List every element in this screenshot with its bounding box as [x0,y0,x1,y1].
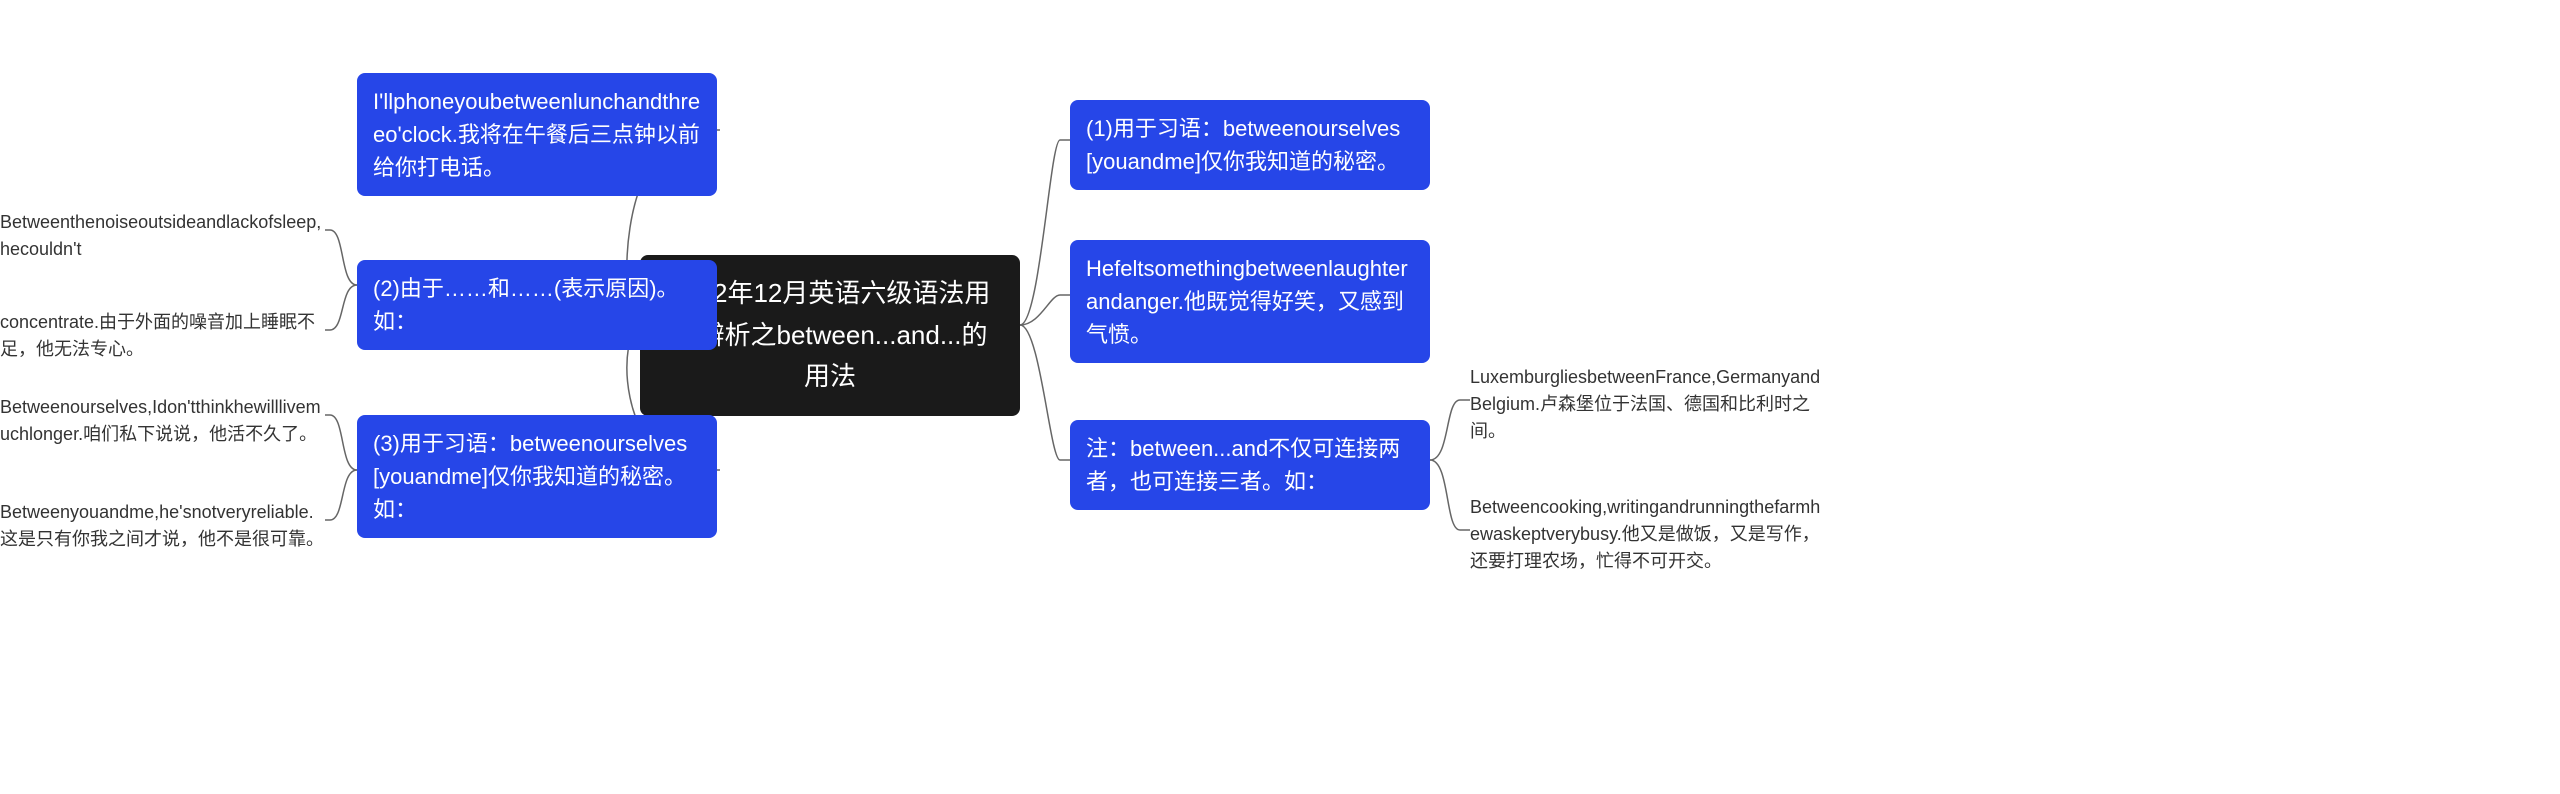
left3-child-1: Betweenyouandme,he'snotveryreliable.这是只有… [0,495,330,557]
right-node-2: Hefeltsomethingbetweenlaughterandanger.他… [1070,240,1430,363]
left2-child-0: Betweenthenoiseoutsideandlackofsleep,hec… [0,205,330,267]
right-node-1: (1)用于习语：betweenourselves[youandme]仅你我知道的… [1070,100,1430,190]
right3-child-1: Betweencooking,writingandrunningthefarmh… [1470,490,1830,579]
right3-child-0: LuxemburgliesbetweenFrance,GermanyandBel… [1470,360,1830,449]
mindmap-container: 2022年12月英语六级语法用法辨析之between...and...的用法 I… [0,0,2560,794]
left3-child-0: Betweenourselves,Idon'tthinkhewilllivemu… [0,390,330,452]
left-node-1: I'llphoneyoubetweenlunchandthreeo'clock.… [357,73,717,196]
left-node-3: (3)用于习语：betweenourselves[youandme]仅你我知道的… [357,415,717,538]
right-node-3: 注：between...and不仅可连接两者，也可连接三者。如： [1070,420,1430,510]
left-node-2: (2)由于……和……(表示原因)。如： [357,260,717,350]
left2-child-1: concentrate.由于外面的噪音加上睡眠不足，他无法专心。 [0,305,330,367]
